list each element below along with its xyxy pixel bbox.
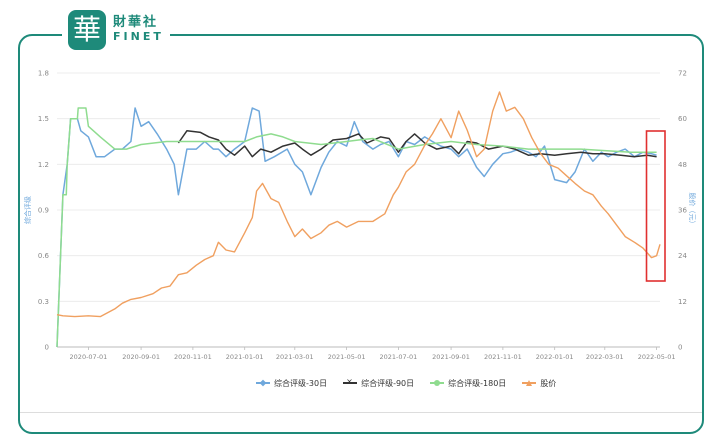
y-left-axis-title: 综合评级 (23, 196, 32, 224)
y-right-tick-label: 60 (678, 115, 687, 123)
y-left-tick-label: 0 (45, 344, 49, 352)
footer-divider (20, 412, 702, 413)
x-tick-label: 2020-09-01 (122, 353, 160, 361)
legend-label: 综合评级-180日 (448, 378, 507, 388)
y-left-tick-label: 0.9 (38, 207, 49, 215)
y-left-tick-label: 1.5 (38, 115, 49, 123)
x-tick-label: 2021-01-01 (226, 353, 264, 361)
brand-name-cn: 財華社 (113, 15, 159, 30)
brand-logo-seal: 華 (68, 10, 106, 50)
y-right-tick-label: 48 (678, 161, 687, 169)
x-tick-label: 2022-03-01 (586, 353, 624, 361)
cross-marker-icon: × (346, 377, 353, 386)
legend-item[interactable]: 综合评级-180日 (430, 376, 506, 390)
legend-item[interactable]: 综合评级-30日 (256, 376, 327, 390)
x-tick-label: 2021-09-01 (432, 353, 470, 361)
highlight-box (645, 130, 666, 282)
x-tick-label: 2021-07-01 (380, 353, 418, 361)
y-left-tick-label: 1.8 (38, 70, 49, 78)
legend-label: 股价 (540, 378, 557, 388)
series-line-1 (177, 130, 657, 158)
x-tick-label: 2021-11-01 (484, 353, 522, 361)
y-right-tick-label: 24 (678, 252, 687, 260)
x-tick-label: 2022-01-01 (536, 353, 574, 361)
legend-swatch (256, 379, 270, 387)
y-right-tick-label: 0 (678, 344, 682, 352)
x-tick-label: 2022-05-01 (638, 353, 676, 361)
legend-swatch: × (343, 377, 358, 386)
diamond-marker-icon (259, 379, 267, 387)
y-right-axis-title: 股价（元） (688, 193, 696, 228)
legend-label: 综合评级-30日 (274, 378, 328, 388)
brand-name-en: FINET (113, 30, 164, 43)
series-line-2 (56, 107, 657, 348)
chart-legend: 综合评级-30日 × 综合评级-90日 综合评级-180日 股价 (256, 376, 556, 390)
y-right-tick-label: 12 (678, 298, 687, 306)
y-right-tick-label: 72 (678, 70, 687, 78)
legend-label: 综合评级-90日 (361, 378, 415, 388)
x-tick-label: 2020-11-01 (174, 353, 212, 361)
legend-item[interactable]: 股价 (522, 376, 556, 390)
circle-marker-icon (434, 380, 441, 386)
legend-item[interactable]: × 综合评级-90日 (343, 376, 414, 390)
triangle-marker-icon (526, 380, 533, 386)
x-tick-label: 2021-05-01 (328, 353, 366, 361)
series-line-3 (56, 91, 661, 318)
y-right-tick-label: 36 (678, 207, 687, 215)
x-tick-label: 2020-07-01 (70, 353, 108, 361)
legend-swatch (522, 380, 537, 386)
chart-frame (18, 34, 704, 434)
x-tick-label: 2021-03-01 (276, 353, 314, 361)
y-left-tick-label: 0.6 (38, 252, 50, 260)
y-left-tick-label: 0.3 (38, 298, 49, 306)
legend-swatch (430, 380, 445, 386)
series-line-0 (56, 107, 657, 348)
y-left-tick-label: 1.2 (38, 161, 49, 169)
